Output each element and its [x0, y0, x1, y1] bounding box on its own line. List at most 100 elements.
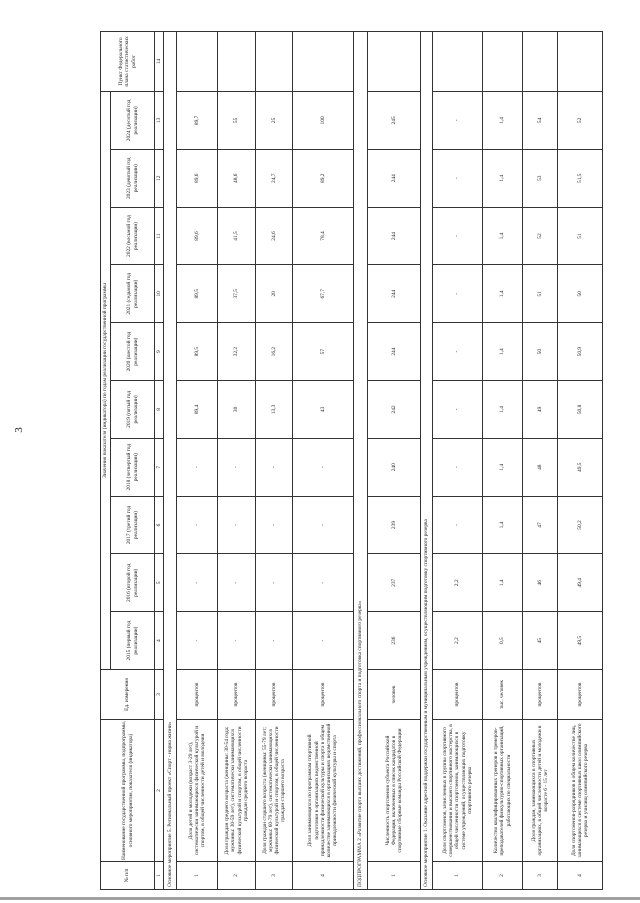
row-number: 1 — [367, 861, 421, 890]
year-value: 47 — [522, 496, 558, 554]
plan-item — [176, 31, 218, 92]
year-value: - — [217, 496, 256, 554]
indicator-name: Доля спортсменов, зачисленных в группы с… — [432, 719, 483, 862]
year-value: - — [176, 611, 218, 670]
table-row: 2 Количество квалифицированных тренеров и… — [482, 31, 523, 890]
table-row: 4 Доля занимающихся по программам спортив… — [292, 31, 354, 890]
year-value: 54 — [522, 91, 558, 150]
column-number: 11 — [154, 207, 164, 265]
column-number: 10 — [154, 264, 164, 323]
year-value: 45 — [522, 611, 558, 670]
plan-item — [367, 31, 421, 92]
year-value: - — [255, 438, 293, 497]
year-value: - — [255, 496, 293, 554]
year-value: 51 — [522, 264, 558, 323]
year-value: 20 — [255, 264, 293, 323]
year-value: - — [255, 553, 293, 612]
indicator-name: Доля занимающихся по программам спортивн… — [292, 719, 354, 862]
header-year: 2019 (пятый год реализации) — [110, 380, 155, 439]
year-value: 49 — [522, 380, 558, 439]
year-value: 89,5 — [176, 322, 218, 381]
indicators-table: № п/п Наименование государственной прогр… — [100, 31, 603, 890]
header-year: 2015 (первый год реализации) — [110, 611, 155, 670]
year-value: - — [432, 380, 483, 439]
header-year: 2024 (десятый год реализации) — [110, 91, 155, 150]
year-value: 67,7 — [292, 264, 354, 323]
page-number: 3 — [12, 427, 25, 433]
year-value: 2,2 — [432, 553, 483, 612]
year-value: - — [176, 438, 218, 497]
unit: процентов — [292, 669, 354, 720]
column-number: 3 — [154, 669, 164, 720]
table-row: 1 Численность спортсменов субъекта Россий… — [367, 31, 421, 890]
plan-item — [292, 31, 354, 92]
year-value: 1,4 — [482, 380, 523, 439]
year-value: 100 — [292, 91, 354, 150]
year-value: 57 — [292, 322, 354, 381]
year-value: - — [432, 149, 483, 208]
year-value: - — [292, 438, 354, 497]
unit: процентов — [176, 669, 218, 720]
plan-item — [522, 31, 558, 92]
year-value: 24,6 — [255, 207, 293, 265]
year-value: - — [292, 496, 354, 554]
year-value: - — [432, 91, 483, 150]
column-number: 13 — [154, 91, 164, 150]
indicator-name: Доля граждан старшего возраста (женщины:… — [255, 719, 293, 862]
header-unit: Ед. измерения — [100, 669, 155, 720]
year-value: 48 — [522, 438, 558, 497]
row-number: 3 — [255, 861, 293, 890]
row-number: 1 — [432, 861, 483, 890]
header-year: 2023 (девятый год реализации) — [110, 149, 155, 208]
header-year: 2017 (третий год реализации) — [110, 496, 155, 554]
year-value: 1,4 — [482, 553, 523, 612]
indicator-name: Численность спортсменов субъекта Российс… — [367, 719, 421, 862]
year-value: 236 — [367, 611, 421, 670]
year-value: 52 — [557, 91, 603, 150]
year-value: 32,2 — [217, 322, 256, 381]
year-value: 46 — [522, 553, 558, 612]
year-value: - — [432, 438, 483, 497]
header-values-group: Значения показателя (индикатора) по года… — [100, 91, 111, 670]
unit: процентов — [432, 669, 483, 720]
year-value: 50 — [557, 264, 603, 323]
year-value: - — [432, 496, 483, 554]
year-value: 30 — [217, 380, 256, 439]
year-value: - — [432, 322, 483, 381]
indicator-name: Доля граждан, занимающихся в спортивных … — [522, 719, 558, 862]
year-value: 16,2 — [255, 322, 293, 381]
year-value: 53 — [522, 149, 558, 208]
scan-edge-line — [0, 897, 640, 900]
header-year: 2020 (шестой год реализации) — [110, 322, 155, 381]
year-value: 50,2 — [557, 496, 603, 554]
row-number: 2 — [217, 861, 256, 890]
unit: процентов — [255, 669, 293, 720]
year-value: 1,4 — [482, 91, 523, 150]
year-value: 24,7 — [255, 149, 293, 208]
year-value: 239 — [367, 496, 421, 554]
header-plan: Пункт Федерального плана статистических … — [100, 31, 155, 92]
year-value: 51 — [557, 207, 603, 265]
section-row: Основное мероприятие 5. Региональный про… — [163, 31, 177, 890]
row-number: 1 — [176, 861, 218, 890]
year-value: - — [217, 553, 256, 612]
unit: процентов — [557, 669, 603, 720]
year-value: 240 — [367, 438, 421, 497]
year-value: 49,5 — [557, 438, 603, 497]
year-value: 0,5 — [482, 611, 523, 670]
year-value: 13,3 — [255, 380, 293, 439]
rotated-table-container: № п/п Наименование государственной прогр… — [100, 31, 603, 890]
year-value: 78,4 — [292, 207, 354, 265]
year-value: 48,6 — [217, 149, 256, 208]
table-row: 3 Доля граждан старшего возраста (женщины… — [255, 31, 293, 890]
year-value: - — [217, 611, 256, 670]
row-number: 2 — [482, 861, 523, 890]
year-value: 245 — [367, 91, 421, 150]
year-value: 50,9 — [557, 322, 603, 381]
year-value: - — [176, 553, 218, 612]
plan-item — [432, 31, 483, 92]
year-value: 89,6 — [176, 149, 218, 208]
year-value: 52 — [522, 207, 558, 265]
section-title: ПОДПРОГРАММА 2 «Развитие спорта высших д… — [353, 31, 368, 890]
header-name: Наименование государственной программы, … — [100, 719, 155, 862]
